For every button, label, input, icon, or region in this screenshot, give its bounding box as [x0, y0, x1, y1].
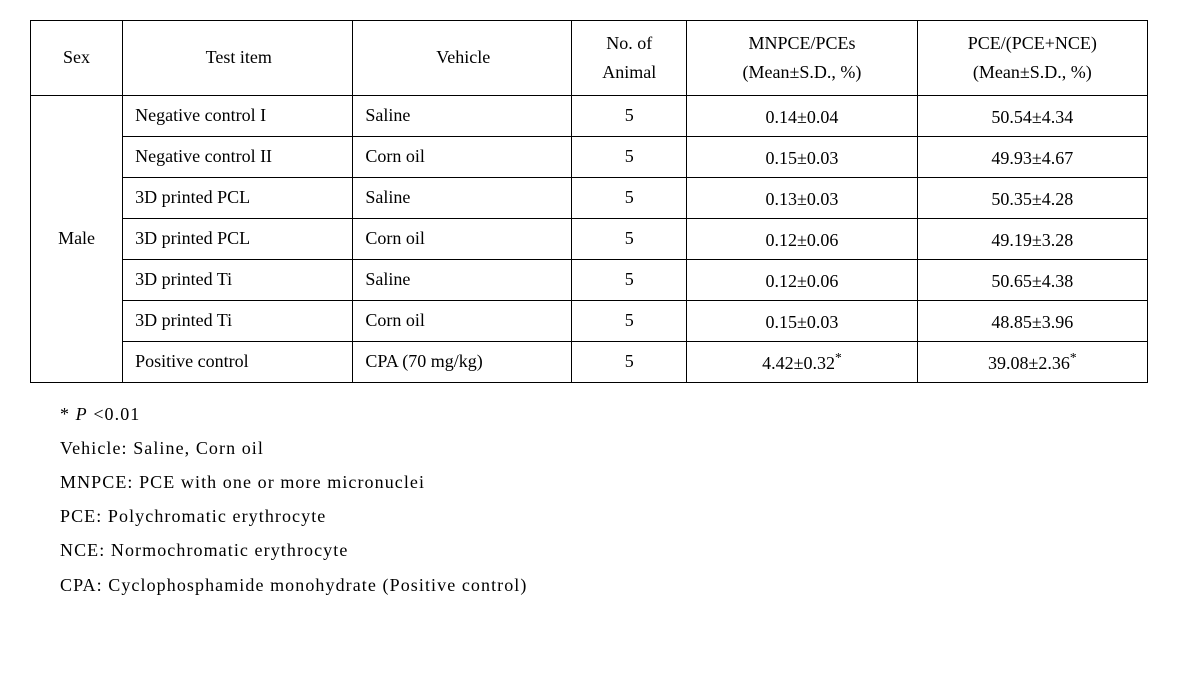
col-no-animal-line1: No. of — [606, 33, 652, 53]
cell-n: 5 — [572, 259, 687, 300]
cell-item: 3D printed Ti — [123, 300, 353, 341]
cell-mn: 0.12±0.06 — [687, 218, 917, 259]
col-no-animal-line2: Animal — [602, 62, 656, 82]
note-nce: NCE: Normochromatic erythrocyte — [60, 533, 1148, 567]
col-pce-line2: (Mean±S.D., %) — [973, 62, 1092, 82]
note-mnpce: MNPCE: PCE with one or more micronuclei — [60, 465, 1148, 499]
cell-n: 5 — [572, 218, 687, 259]
cell-mn: 0.14±0.04 — [687, 95, 917, 136]
micronucleus-table: Sex Test item Vehicle No. of Animal MNPC… — [30, 20, 1148, 383]
cell-n: 5 — [572, 177, 687, 218]
cell-mn: 0.15±0.03 — [687, 300, 917, 341]
cell-n: 5 — [572, 300, 687, 341]
cell-mn: 0.13±0.03 — [687, 177, 917, 218]
table-body: Male Negative control I Saline 5 0.14±0.… — [31, 95, 1148, 382]
note-pvalue: * P <0.01 — [60, 397, 1148, 431]
col-sex: Sex — [31, 21, 123, 96]
cell-pce: 50.35±4.28 — [917, 177, 1147, 218]
col-mnpce: MNPCE/PCEs (Mean±S.D., %) — [687, 21, 917, 96]
cell-vehicle: CPA (70 mg/kg) — [353, 341, 572, 382]
cell-item: Negative control II — [123, 136, 353, 177]
table-row: 3D printed PCL Saline 5 0.13±0.03 50.35±… — [31, 177, 1148, 218]
table-row: Male Negative control I Saline 5 0.14±0.… — [31, 95, 1148, 136]
cell-pce: 49.93±4.67 — [917, 136, 1147, 177]
cell-mn: 0.15±0.03 — [687, 136, 917, 177]
cell-mn: 0.12±0.06 — [687, 259, 917, 300]
col-pce-line1: PCE/(PCE+NCE) — [968, 33, 1097, 53]
cell-vehicle: Saline — [353, 95, 572, 136]
data-table-container: Sex Test item Vehicle No. of Animal MNPC… — [30, 20, 1148, 383]
table-row: Positive control CPA (70 mg/kg) 5 4.42±0… — [31, 341, 1148, 382]
note-p-symbol: P — [76, 404, 88, 424]
col-test-item: Test item — [123, 21, 353, 96]
cell-item: 3D printed Ti — [123, 259, 353, 300]
cell-item: 3D printed PCL — [123, 177, 353, 218]
cell-pce: 48.85±3.96 — [917, 300, 1147, 341]
note-cpa: CPA: Cyclophosphamide monohydrate (Posit… — [60, 568, 1148, 602]
cell-vehicle: Saline — [353, 259, 572, 300]
col-no-animal: No. of Animal — [572, 21, 687, 96]
note-pce: PCE: Polychromatic erythrocyte — [60, 499, 1148, 533]
cell-pce: 39.08±2.36* — [917, 341, 1147, 382]
table-header-row: Sex Test item Vehicle No. of Animal MNPC… — [31, 21, 1148, 96]
table-row: Negative control II Corn oil 5 0.15±0.03… — [31, 136, 1148, 177]
cell-pce: 49.19±3.28 — [917, 218, 1147, 259]
note-vehicle: Vehicle: Saline, Corn oil — [60, 431, 1148, 465]
cell-item: 3D printed PCL — [123, 218, 353, 259]
cell-n: 5 — [572, 136, 687, 177]
footnotes: * P <0.01 Vehicle: Saline, Corn oil MNPC… — [30, 397, 1148, 602]
table-row: 3D printed Ti Saline 5 0.12±0.06 50.65±4… — [31, 259, 1148, 300]
note-p-rest: <0.01 — [88, 404, 141, 424]
cell-vehicle: Corn oil — [353, 136, 572, 177]
cell-vehicle: Corn oil — [353, 218, 572, 259]
table-row: 3D printed PCL Corn oil 5 0.12±0.06 49.1… — [31, 218, 1148, 259]
cell-vehicle: Saline — [353, 177, 572, 218]
table-row: 3D printed Ti Corn oil 5 0.15±0.03 48.85… — [31, 300, 1148, 341]
cell-n: 5 — [572, 95, 687, 136]
col-vehicle: Vehicle — [353, 21, 572, 96]
cell-pce: 50.65±4.38 — [917, 259, 1147, 300]
cell-n: 5 — [572, 341, 687, 382]
col-pce-ratio: PCE/(PCE+NCE) (Mean±S.D., %) — [917, 21, 1147, 96]
cell-item: Negative control I — [123, 95, 353, 136]
cell-vehicle: Corn oil — [353, 300, 572, 341]
col-mnpce-line2: (Mean±S.D., %) — [743, 62, 862, 82]
col-mnpce-line1: MNPCE/PCEs — [748, 33, 855, 53]
cell-pce: 50.54±4.34 — [917, 95, 1147, 136]
cell-item: Positive control — [123, 341, 353, 382]
note-p-prefix: * — [60, 404, 76, 424]
sex-value: Male — [31, 95, 123, 382]
cell-mn: 4.42±0.32* — [687, 341, 917, 382]
